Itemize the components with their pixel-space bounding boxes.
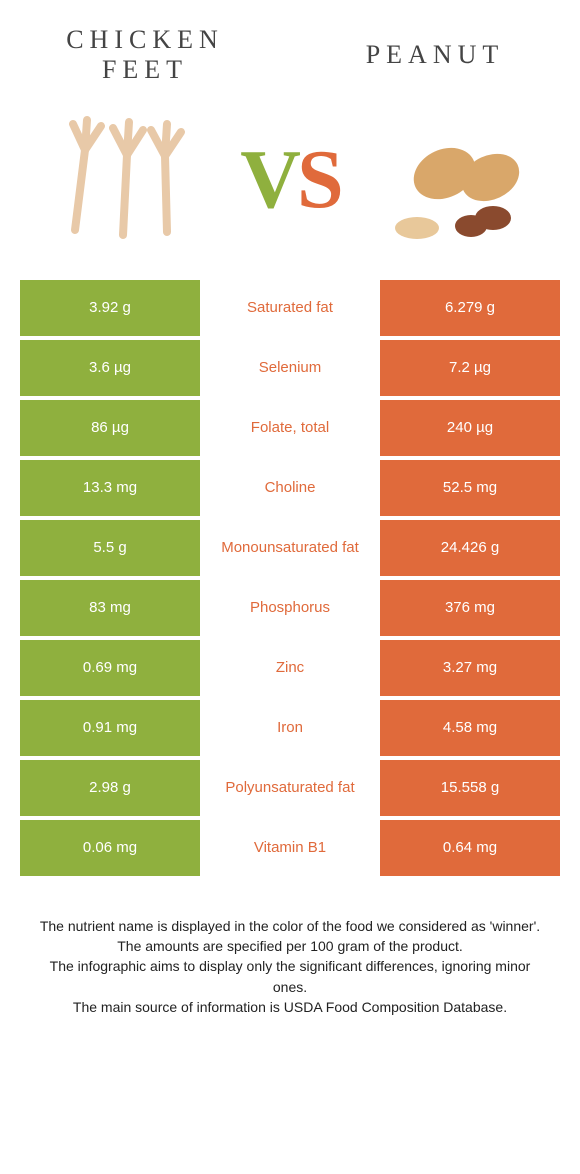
left-value: 2.98 g — [20, 760, 200, 816]
left-value: 86 µg — [20, 400, 200, 456]
nutrient-label: Selenium — [200, 340, 380, 396]
left-value: 3.6 µg — [20, 340, 200, 396]
comparison-table: 3.92 gSaturated fat6.279 g3.6 µgSelenium… — [20, 280, 560, 876]
peanut-icon — [370, 105, 540, 255]
table-row: 3.6 µgSelenium7.2 µg — [20, 340, 560, 396]
table-row: 5.5 gMonounsaturated fat24.426 g — [20, 520, 560, 576]
footnote-line: The amounts are specified per 100 gram o… — [35, 936, 545, 956]
nutrient-label: Zinc — [200, 640, 380, 696]
vs-label: VS — [240, 131, 339, 228]
right-value: 376 mg — [380, 580, 560, 636]
right-value: 52.5 mg — [380, 460, 560, 516]
table-row: 2.98 gPolyunsaturated fat15.558 g — [20, 760, 560, 816]
nutrient-label: Folate, total — [200, 400, 380, 456]
table-row: 0.91 mgIron4.58 mg — [20, 700, 560, 756]
vs-s: S — [297, 133, 340, 226]
left-value: 0.06 mg — [20, 820, 200, 876]
right-value: 4.58 mg — [380, 700, 560, 756]
table-row: 86 µgFolate, total240 µg — [20, 400, 560, 456]
images-row: VS — [0, 95, 580, 280]
footnote-line: The infographic aims to display only the… — [35, 956, 545, 997]
right-value: 240 µg — [380, 400, 560, 456]
chicken-feet-icon — [40, 105, 210, 255]
nutrient-label: Choline — [200, 460, 380, 516]
footnotes: The nutrient name is displayed in the co… — [35, 916, 545, 1017]
footnote-line: The nutrient name is displayed in the co… — [35, 916, 545, 936]
table-row: 0.06 mgVitamin B10.64 mg — [20, 820, 560, 876]
vs-v: V — [240, 133, 297, 226]
header: CHICKEN FEET PEANUT — [0, 0, 580, 95]
nutrient-label: Vitamin B1 — [200, 820, 380, 876]
left-value: 3.92 g — [20, 280, 200, 336]
left-value: 5.5 g — [20, 520, 200, 576]
left-value: 0.91 mg — [20, 700, 200, 756]
right-value: 6.279 g — [380, 280, 560, 336]
table-row: 13.3 mgCholine52.5 mg — [20, 460, 560, 516]
nutrient-label: Saturated fat — [200, 280, 380, 336]
table-row: 83 mgPhosphorus376 mg — [20, 580, 560, 636]
table-row: 0.69 mgZinc3.27 mg — [20, 640, 560, 696]
right-food-title: PEANUT — [330, 40, 540, 70]
table-row: 3.92 gSaturated fat6.279 g — [20, 280, 560, 336]
nutrient-label: Polyunsaturated fat — [200, 760, 380, 816]
nutrient-label: Monounsaturated fat — [200, 520, 380, 576]
right-value: 15.558 g — [380, 760, 560, 816]
footnote-line: The main source of information is USDA F… — [35, 997, 545, 1017]
right-value: 7.2 µg — [380, 340, 560, 396]
right-value: 3.27 mg — [380, 640, 560, 696]
right-value: 24.426 g — [380, 520, 560, 576]
left-value: 13.3 mg — [20, 460, 200, 516]
left-value: 83 mg — [20, 580, 200, 636]
nutrient-label: Iron — [200, 700, 380, 756]
left-food-title: CHICKEN FEET — [40, 25, 250, 85]
nutrient-label: Phosphorus — [200, 580, 380, 636]
left-value: 0.69 mg — [20, 640, 200, 696]
right-value: 0.64 mg — [380, 820, 560, 876]
